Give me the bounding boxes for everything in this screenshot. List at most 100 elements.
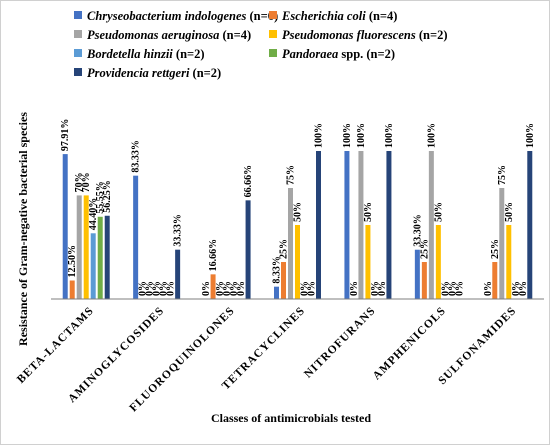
bar xyxy=(245,200,251,299)
legend-entry: Chryseobacterium indologenes (n=6) xyxy=(87,9,278,23)
data-label: 100% xyxy=(314,123,325,148)
data-label: 75% xyxy=(497,165,508,185)
legend-swatch xyxy=(74,49,82,57)
data-label: 0% xyxy=(138,281,149,296)
data-label: 0% xyxy=(377,281,388,296)
legend-entry: Providencia rettgeri (n=2) xyxy=(87,66,221,80)
data-label: 8.33% xyxy=(272,256,283,284)
bar xyxy=(492,262,498,299)
category-label: AMPHENICOLS xyxy=(371,305,449,383)
data-label: 25% xyxy=(279,239,290,259)
bar xyxy=(281,262,286,299)
data-label: 0% xyxy=(166,281,177,296)
data-label: 55.55% xyxy=(95,181,106,214)
data-label: 12.50% xyxy=(67,245,78,278)
data-label: 0% xyxy=(222,281,233,296)
bar xyxy=(506,225,512,299)
y-axis-title: Resistance of Gram-negative bacterial sp… xyxy=(16,112,30,346)
data-label: 0% xyxy=(483,281,494,296)
data-label: 100% xyxy=(356,123,367,148)
data-label: 50% xyxy=(433,202,444,222)
data-label: 0% xyxy=(370,281,381,296)
data-label: 0% xyxy=(152,281,163,296)
data-label: 0% xyxy=(349,281,360,296)
bar xyxy=(104,215,110,299)
legend-entry: Pseudomonas fluorescens (n=2) xyxy=(282,28,447,42)
bar xyxy=(69,280,75,299)
legend-entry: Escherichia coli (n=4) xyxy=(281,9,397,23)
data-label: 0% xyxy=(300,281,311,296)
data-label: 25% xyxy=(419,239,430,259)
bar-labels: 97.91%12.50%70%70%44.40%55.55%56.25%83.3… xyxy=(60,119,536,296)
bar xyxy=(83,195,89,299)
legend-entry: Pseudomonas aeruginosa (n=4) xyxy=(87,28,251,42)
data-label: 0% xyxy=(236,281,247,296)
legend-entry: Pandoraea spp. (n=2) xyxy=(282,47,395,61)
data-label: 0% xyxy=(307,281,318,296)
data-label: 100% xyxy=(384,123,395,148)
data-label: 56.25% xyxy=(102,180,113,213)
data-label: 100% xyxy=(342,123,353,148)
bar xyxy=(365,225,371,299)
legend-entry: Bordetella hinzii (n=2) xyxy=(86,47,205,61)
bar xyxy=(295,225,300,299)
data-label: 50% xyxy=(504,202,515,222)
bar xyxy=(421,262,427,299)
data-label: 66.66% xyxy=(243,165,254,197)
category-labels: BETA-LACTAMSAMINOGLYCOSIDESFLUOROQUINOLO… xyxy=(15,305,519,415)
data-label: 33.30% xyxy=(412,214,423,247)
data-label: 100% xyxy=(525,123,536,148)
data-label: 83.33% xyxy=(131,140,142,173)
bar xyxy=(428,151,434,299)
legend-swatch xyxy=(269,49,277,57)
legend-swatch xyxy=(74,11,82,19)
bar xyxy=(316,151,321,299)
legend: Chryseobacterium indologenes (n=6) Escher… xyxy=(74,9,447,80)
bar xyxy=(358,151,364,299)
data-label: 0% xyxy=(518,281,529,296)
data-label: 50% xyxy=(363,202,374,222)
bars xyxy=(62,151,533,299)
bar xyxy=(76,195,82,299)
bar xyxy=(435,225,441,299)
data-label: 97.91% xyxy=(60,119,71,152)
data-label: 16.66% xyxy=(208,239,219,272)
data-label: 75% xyxy=(286,165,297,185)
bar xyxy=(175,249,181,299)
data-label: 0% xyxy=(440,281,451,296)
category-label: TETRACYCLINES xyxy=(220,305,308,393)
bar xyxy=(62,154,68,299)
bar xyxy=(288,188,293,299)
category-label: NITROFURANS xyxy=(302,305,378,381)
bar xyxy=(414,249,420,299)
legend-swatch xyxy=(269,30,277,38)
bar xyxy=(90,233,96,299)
data-label: 0% xyxy=(201,281,212,296)
data-label: 0% xyxy=(447,281,458,296)
bar xyxy=(97,216,103,299)
data-label: 0% xyxy=(145,281,156,296)
bar xyxy=(386,151,392,299)
x-axis-title: Classes of antimicrobials tested xyxy=(211,411,371,425)
data-label: 25% xyxy=(490,239,501,259)
legend-swatch xyxy=(269,11,277,19)
data-label: 70% xyxy=(81,172,92,192)
data-label: 0% xyxy=(215,281,226,296)
legend-swatch xyxy=(74,68,82,76)
category-label: SULFONAMIDES xyxy=(436,305,518,387)
data-label: 50% xyxy=(293,202,304,222)
data-label: 33.33% xyxy=(173,214,184,247)
bar xyxy=(344,151,350,299)
data-label: 100% xyxy=(426,123,437,148)
bar xyxy=(527,151,533,299)
data-label: 70% xyxy=(74,172,85,192)
data-label: 0% xyxy=(454,281,465,296)
data-label: 0% xyxy=(511,281,522,296)
bar xyxy=(133,175,139,299)
legend-swatch xyxy=(74,30,82,38)
data-label: 0% xyxy=(229,281,240,296)
data-label: 0% xyxy=(159,281,170,296)
bar xyxy=(499,188,505,299)
